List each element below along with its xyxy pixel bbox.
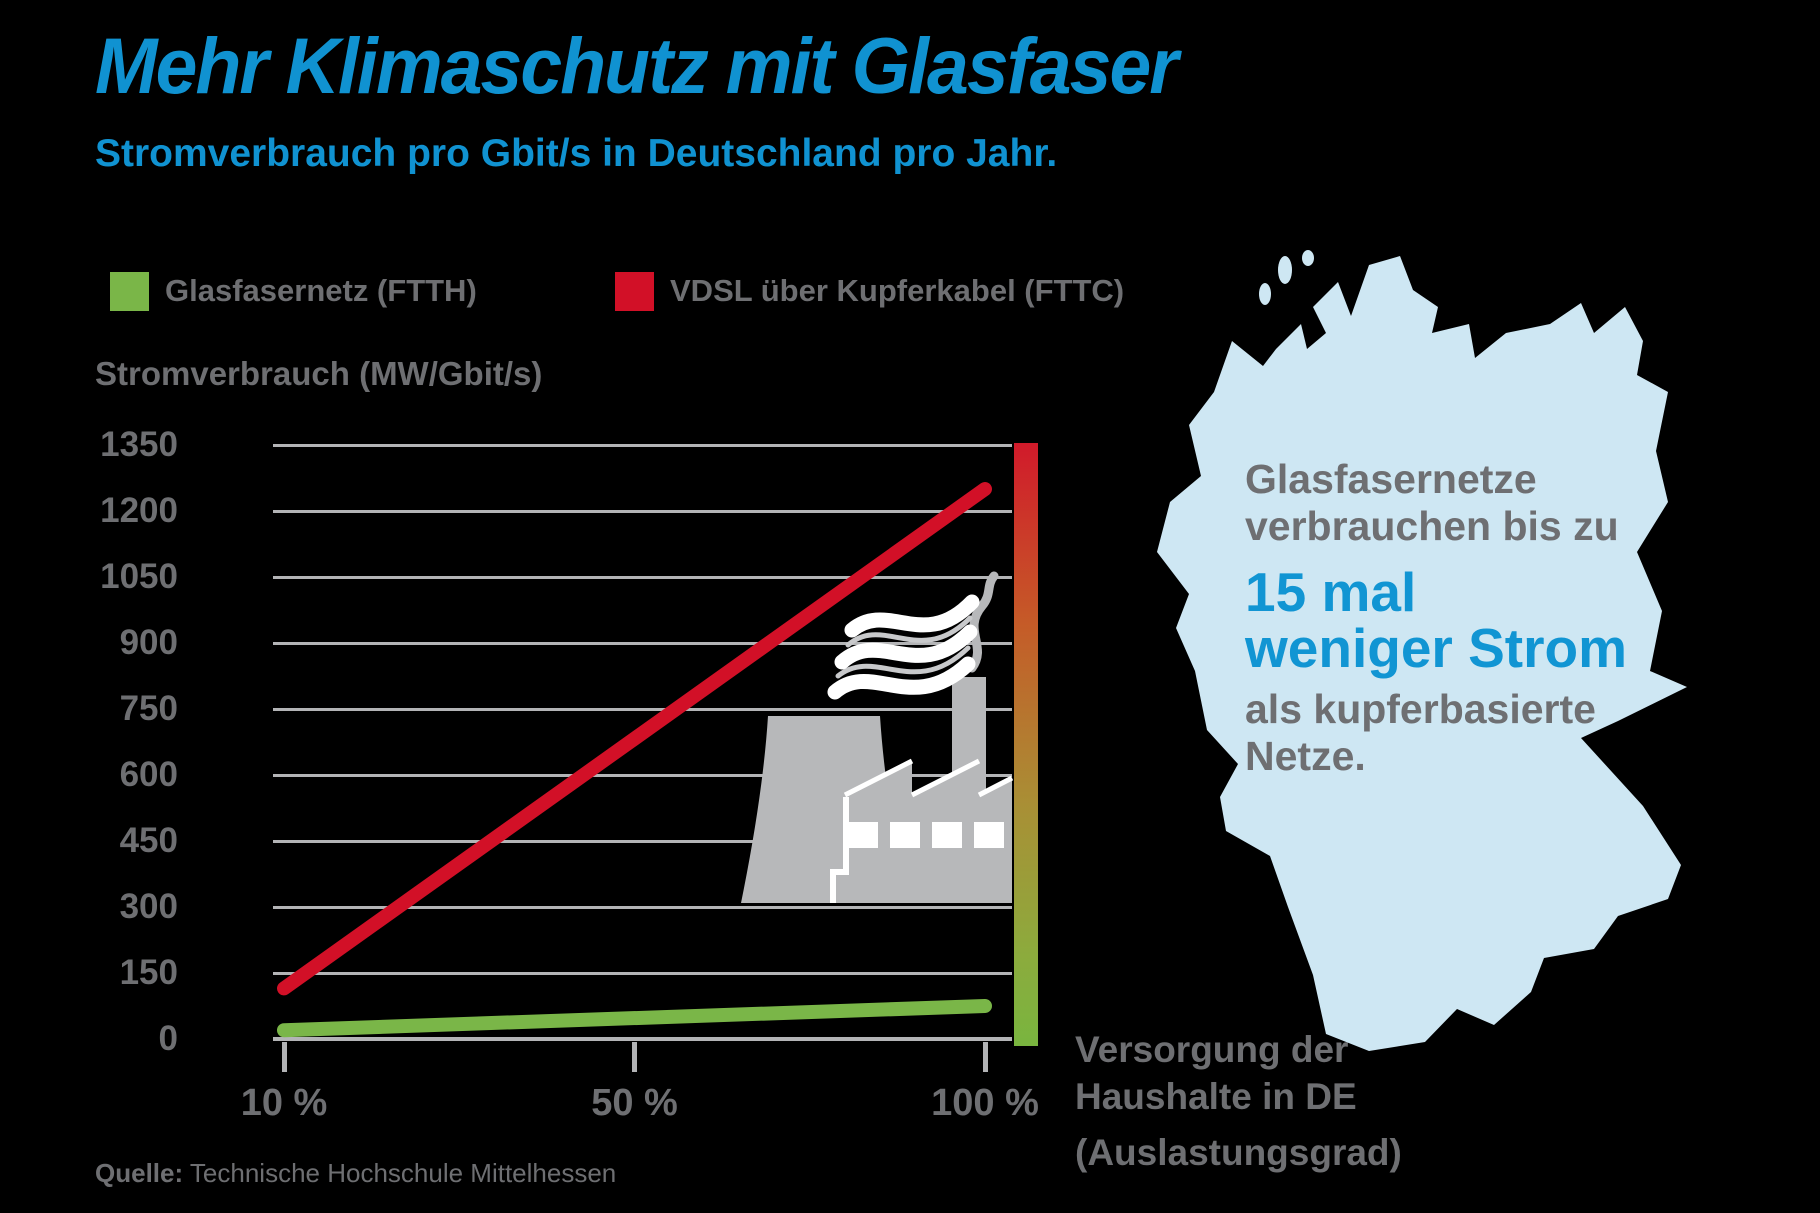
data-series-lines [277,482,992,1038]
gridline [273,707,1012,711]
y-axis-title: Stromverbrauch (MW/Gbit/s) [95,355,543,392]
x-axis-tick [982,1042,988,1072]
callout-line2: verbrauchen bis zu [1245,503,1619,549]
y-axis-tick-label: 450 [119,821,178,860]
y-axis-tick-label: 900 [119,623,178,662]
germany-outline-shape [1157,256,1687,1051]
y-axis-tick-label: 0 [158,1019,178,1058]
gridline [273,971,1012,975]
legend-swatch-red [615,271,654,311]
gridline [273,575,1012,579]
island-shape [1302,250,1314,266]
y-axis-tick-label: 600 [119,755,178,794]
gridline [273,773,1012,777]
legend-label-fttc: VDSL über Kupferkabel (FTTC) [670,273,1125,308]
roof-edge-highlight [843,758,1014,798]
germany-map [1157,250,1687,1051]
y-axis-tick-label: 750 [119,689,178,728]
x-axis-tick-label: 100 % [931,1082,1039,1124]
source-label: Quelle: [95,1158,184,1188]
y-axis-tick-label: 1200 [100,491,178,530]
callout-line1: Glasfasernetze [1245,456,1537,502]
sawtooth-roof-shape [845,761,1012,795]
legend-item-fttc: VDSL über Kupferkabel (FTTC) [615,271,1124,311]
factory-windows [848,822,1004,848]
legend-swatch-green [110,271,149,311]
x-axis-tick-label: 50 % [591,1082,678,1124]
gridline [273,905,1012,909]
factory-hall-shape [830,795,1012,903]
y-axis-tick-label: 150 [119,953,178,992]
legend-item-ftth: Glasfasernetz (FTTH) [110,271,477,311]
chimney-smoke-icon [967,571,999,673]
source-note: Quelle: Technische Hochschule Mittelhess… [95,1158,616,1189]
callout-line3: als kupferbasierte [1245,686,1596,732]
power-plant-illustration [741,571,1014,903]
series-line-ftth [277,999,992,1038]
gridline [273,443,1012,447]
x-axis-tick-label: 10 % [240,1082,328,1124]
legend-label-ftth: Glasfasernetz (FTTH) [165,273,477,308]
page-subtitle: Stromverbrauch pro Gbit/s in Deutschland… [95,132,1058,175]
x-axis-title-line3: (Auslastungsgrad) [1075,1132,1402,1173]
x-axis-title-line1: Versorgung der [1075,1029,1349,1070]
y-axis-tick-label: 300 [119,887,178,926]
gridline [273,641,1012,645]
x-axis-tick [632,1042,637,1072]
island-shape [1259,283,1271,305]
gridline [273,839,1012,843]
gridline [273,509,1012,513]
callout-highlight1: 15 mal [1245,561,1417,623]
island-shape [1278,256,1292,284]
energy-gradient-bar [1014,443,1038,1046]
building-separation-line [830,797,849,903]
page-title: Mehr Klimaschutz mit Glasfaser [95,21,1179,110]
series-line-fttc [277,482,992,996]
map-callout: Glasfasernetze verbrauchen bis zu 15 mal… [1245,456,1627,780]
y-axis-tick-label: 1050 [100,557,178,596]
x-axis-tick [281,1042,287,1072]
x-axis-line [273,1037,1012,1041]
x-axis-title: Versorgung der Haushalte in DE (Auslastu… [1075,1026,1402,1176]
source-text: Technische Hochschule Mittelhessen [189,1158,617,1188]
y-axis-tick-label: 1350 [100,425,178,464]
callout-line4: Netze. [1245,733,1366,779]
steam-cloud-icon [827,594,980,700]
callout-highlight2: weniger Strom [1245,617,1628,679]
x-axis-title-line2: Haushalte in DE [1075,1076,1357,1117]
